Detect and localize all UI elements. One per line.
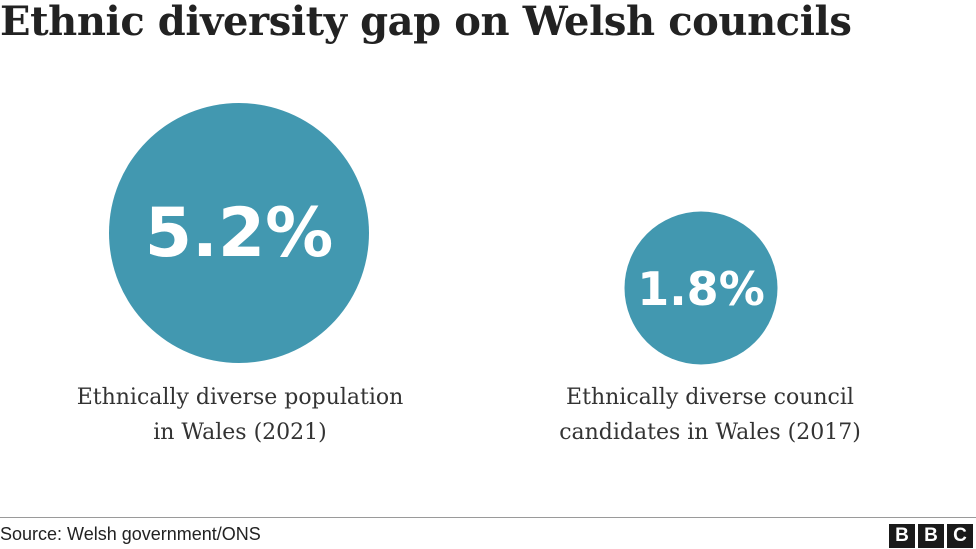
bbc-logo: B B C	[889, 524, 973, 548]
chart-title: Ethnic diversity gap on Welsh councils	[0, 0, 852, 45]
caption-population-line-2: in Wales (2021)	[153, 420, 327, 445]
bubble-population	[109, 103, 369, 363]
footer-divider	[0, 517, 976, 518]
source-note: Source: Welsh government/ONS	[0, 524, 261, 544]
caption-population-line-1: Ethnically diverse population	[76, 385, 404, 410]
bbc-logo-letter-2: B	[918, 524, 944, 548]
caption-candidates-line-1: Ethnically diverse council	[566, 385, 854, 410]
bubble-candidates-value: 1.8%	[637, 262, 765, 316]
caption-candidates-line-2: candidates in Wales (2017)	[559, 420, 861, 445]
bubble-candidates	[624, 211, 778, 365]
caption-population: Ethnically diverse population in Wales (…	[40, 380, 440, 450]
bubble-population-value: 5.2%	[145, 194, 334, 273]
caption-candidates: Ethnically diverse council candidates in…	[510, 380, 910, 450]
bbc-logo-letter-1: B	[889, 524, 915, 548]
bbc-logo-letter-3: C	[947, 524, 973, 548]
bubble-chart: 5.2% 1.8%	[109, 103, 778, 365]
